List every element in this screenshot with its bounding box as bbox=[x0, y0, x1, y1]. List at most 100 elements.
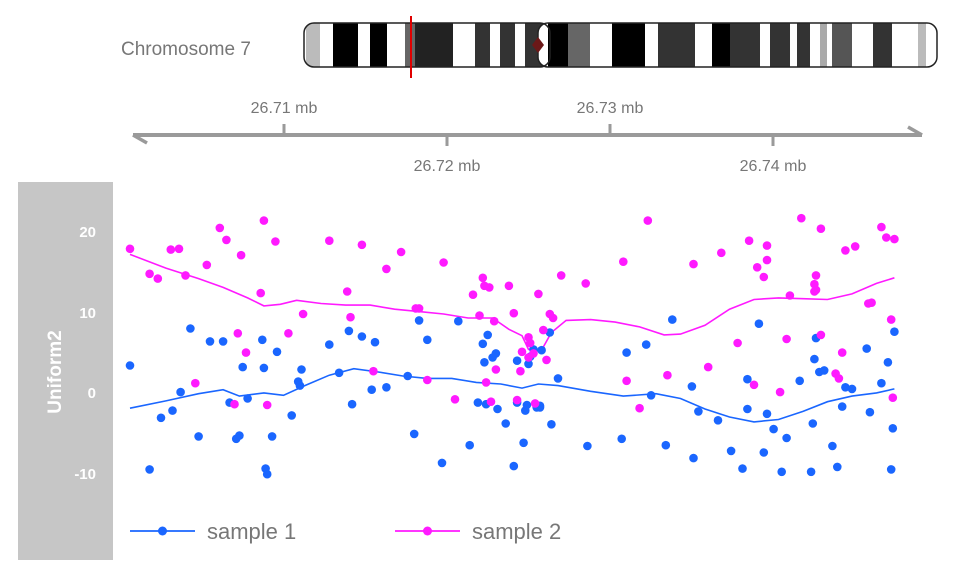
point-sample-1 bbox=[414, 316, 424, 325]
point-sample-2 bbox=[762, 255, 772, 265]
cytoband bbox=[306, 23, 320, 67]
point-sample-1 bbox=[267, 432, 277, 441]
point-sample-2 bbox=[717, 248, 726, 258]
point-sample-2 bbox=[867, 298, 876, 308]
point-sample-1 bbox=[795, 376, 804, 386]
point-sample-2 bbox=[663, 370, 672, 380]
point-sample-2 bbox=[236, 250, 246, 260]
point-sample-2 bbox=[298, 309, 308, 319]
point-sample-1 bbox=[694, 407, 703, 416]
cytoband bbox=[760, 23, 770, 67]
y-tick-label: 10 bbox=[79, 305, 96, 322]
point-sample-2 bbox=[759, 272, 769, 282]
point-sample-1 bbox=[545, 328, 555, 337]
track-title-panel bbox=[18, 182, 113, 560]
point-sample-1 bbox=[403, 371, 413, 381]
cytoband bbox=[475, 23, 490, 67]
point-sample-1 bbox=[743, 404, 752, 414]
point-sample-1 bbox=[512, 356, 522, 366]
point-sample-2 bbox=[529, 349, 538, 358]
point-sample-1 bbox=[522, 400, 532, 410]
chromosome-label: Chromosome 7 bbox=[121, 39, 251, 60]
point-sample-2 bbox=[489, 316, 499, 326]
point-sample-1 bbox=[661, 440, 671, 450]
point-sample-1 bbox=[806, 467, 816, 477]
cytoband bbox=[892, 23, 918, 67]
point-sample-2 bbox=[191, 378, 200, 388]
cytoband bbox=[500, 23, 515, 67]
point-sample-1 bbox=[754, 319, 764, 329]
point-sample-1 bbox=[357, 332, 367, 341]
cytoband bbox=[730, 23, 760, 67]
point-sample-2 bbox=[539, 325, 548, 335]
point-sample-2 bbox=[622, 376, 631, 386]
cytoband bbox=[852, 23, 873, 67]
point-sample-2 bbox=[256, 288, 266, 298]
point-sample-2 bbox=[509, 308, 519, 318]
cytoband bbox=[612, 23, 645, 67]
point-sample-2 bbox=[504, 281, 514, 291]
point-sample-1 bbox=[738, 464, 747, 473]
cytoband bbox=[320, 23, 333, 67]
point-sample-1 bbox=[837, 402, 847, 411]
point-sample-1 bbox=[847, 384, 857, 394]
point-sample-2 bbox=[153, 274, 163, 283]
point-sample-1 bbox=[828, 441, 837, 451]
point-sample-2 bbox=[166, 245, 176, 254]
point-sample-1 bbox=[689, 453, 698, 463]
point-sample-2 bbox=[481, 378, 491, 387]
point-sample-2 bbox=[241, 348, 251, 357]
cytoband bbox=[358, 23, 370, 67]
point-sample-1 bbox=[258, 335, 267, 345]
point-sample-1 bbox=[238, 362, 247, 372]
point-sample-1 bbox=[553, 374, 563, 383]
y-tick-label: 20 bbox=[79, 224, 96, 241]
point-sample-2 bbox=[382, 264, 391, 274]
point-sample-2 bbox=[396, 247, 406, 257]
point-sample-2 bbox=[530, 399, 540, 408]
point-sample-2 bbox=[890, 234, 899, 244]
point-sample-2 bbox=[202, 260, 212, 270]
point-sample-1 bbox=[888, 424, 898, 433]
point-sample-2 bbox=[762, 241, 772, 250]
point-sample-2 bbox=[478, 273, 488, 283]
point-sample-1 bbox=[297, 365, 306, 374]
point-sample-2 bbox=[888, 393, 898, 403]
cytoband bbox=[658, 23, 695, 67]
point-sample-2 bbox=[850, 242, 860, 251]
point-sample-2 bbox=[357, 240, 367, 250]
point-sample-1 bbox=[509, 461, 519, 471]
cytoband bbox=[333, 23, 358, 67]
point-sample-1 bbox=[819, 366, 829, 375]
genome-axis bbox=[132, 124, 923, 146]
point-sample-2 bbox=[262, 400, 272, 410]
point-sample-1 bbox=[145, 465, 154, 474]
point-sample-2 bbox=[145, 269, 154, 279]
point-sample-1 bbox=[759, 448, 769, 457]
point-sample-1 bbox=[782, 433, 791, 443]
point-sample-1 bbox=[483, 330, 493, 340]
point-sample-2 bbox=[785, 291, 795, 300]
point-sample-2 bbox=[744, 236, 754, 245]
point-sample-2 bbox=[125, 244, 135, 254]
point-sample-2 bbox=[181, 271, 190, 280]
point-sample-1 bbox=[480, 358, 489, 367]
point-sample-2 bbox=[882, 233, 891, 242]
point-sample-1 bbox=[423, 335, 432, 345]
y-tick-label: 0 bbox=[87, 385, 96, 402]
smooth-line-sample-2 bbox=[129, 253, 895, 352]
point-sample-2 bbox=[581, 279, 590, 288]
point-sample-1 bbox=[622, 348, 631, 357]
point-sample-2 bbox=[491, 365, 501, 374]
point-sample-1 bbox=[890, 327, 899, 337]
point-sample-2 bbox=[749, 380, 759, 390]
point-sample-1 bbox=[862, 344, 871, 353]
cytoband bbox=[790, 23, 797, 67]
cytoband bbox=[918, 23, 926, 67]
point-sample-2 bbox=[837, 348, 847, 357]
point-sample-1 bbox=[272, 347, 282, 357]
point-sample-1 bbox=[687, 382, 697, 391]
cytoband bbox=[645, 23, 658, 67]
point-sample-1 bbox=[886, 465, 896, 474]
point-sample-1 bbox=[524, 359, 533, 369]
